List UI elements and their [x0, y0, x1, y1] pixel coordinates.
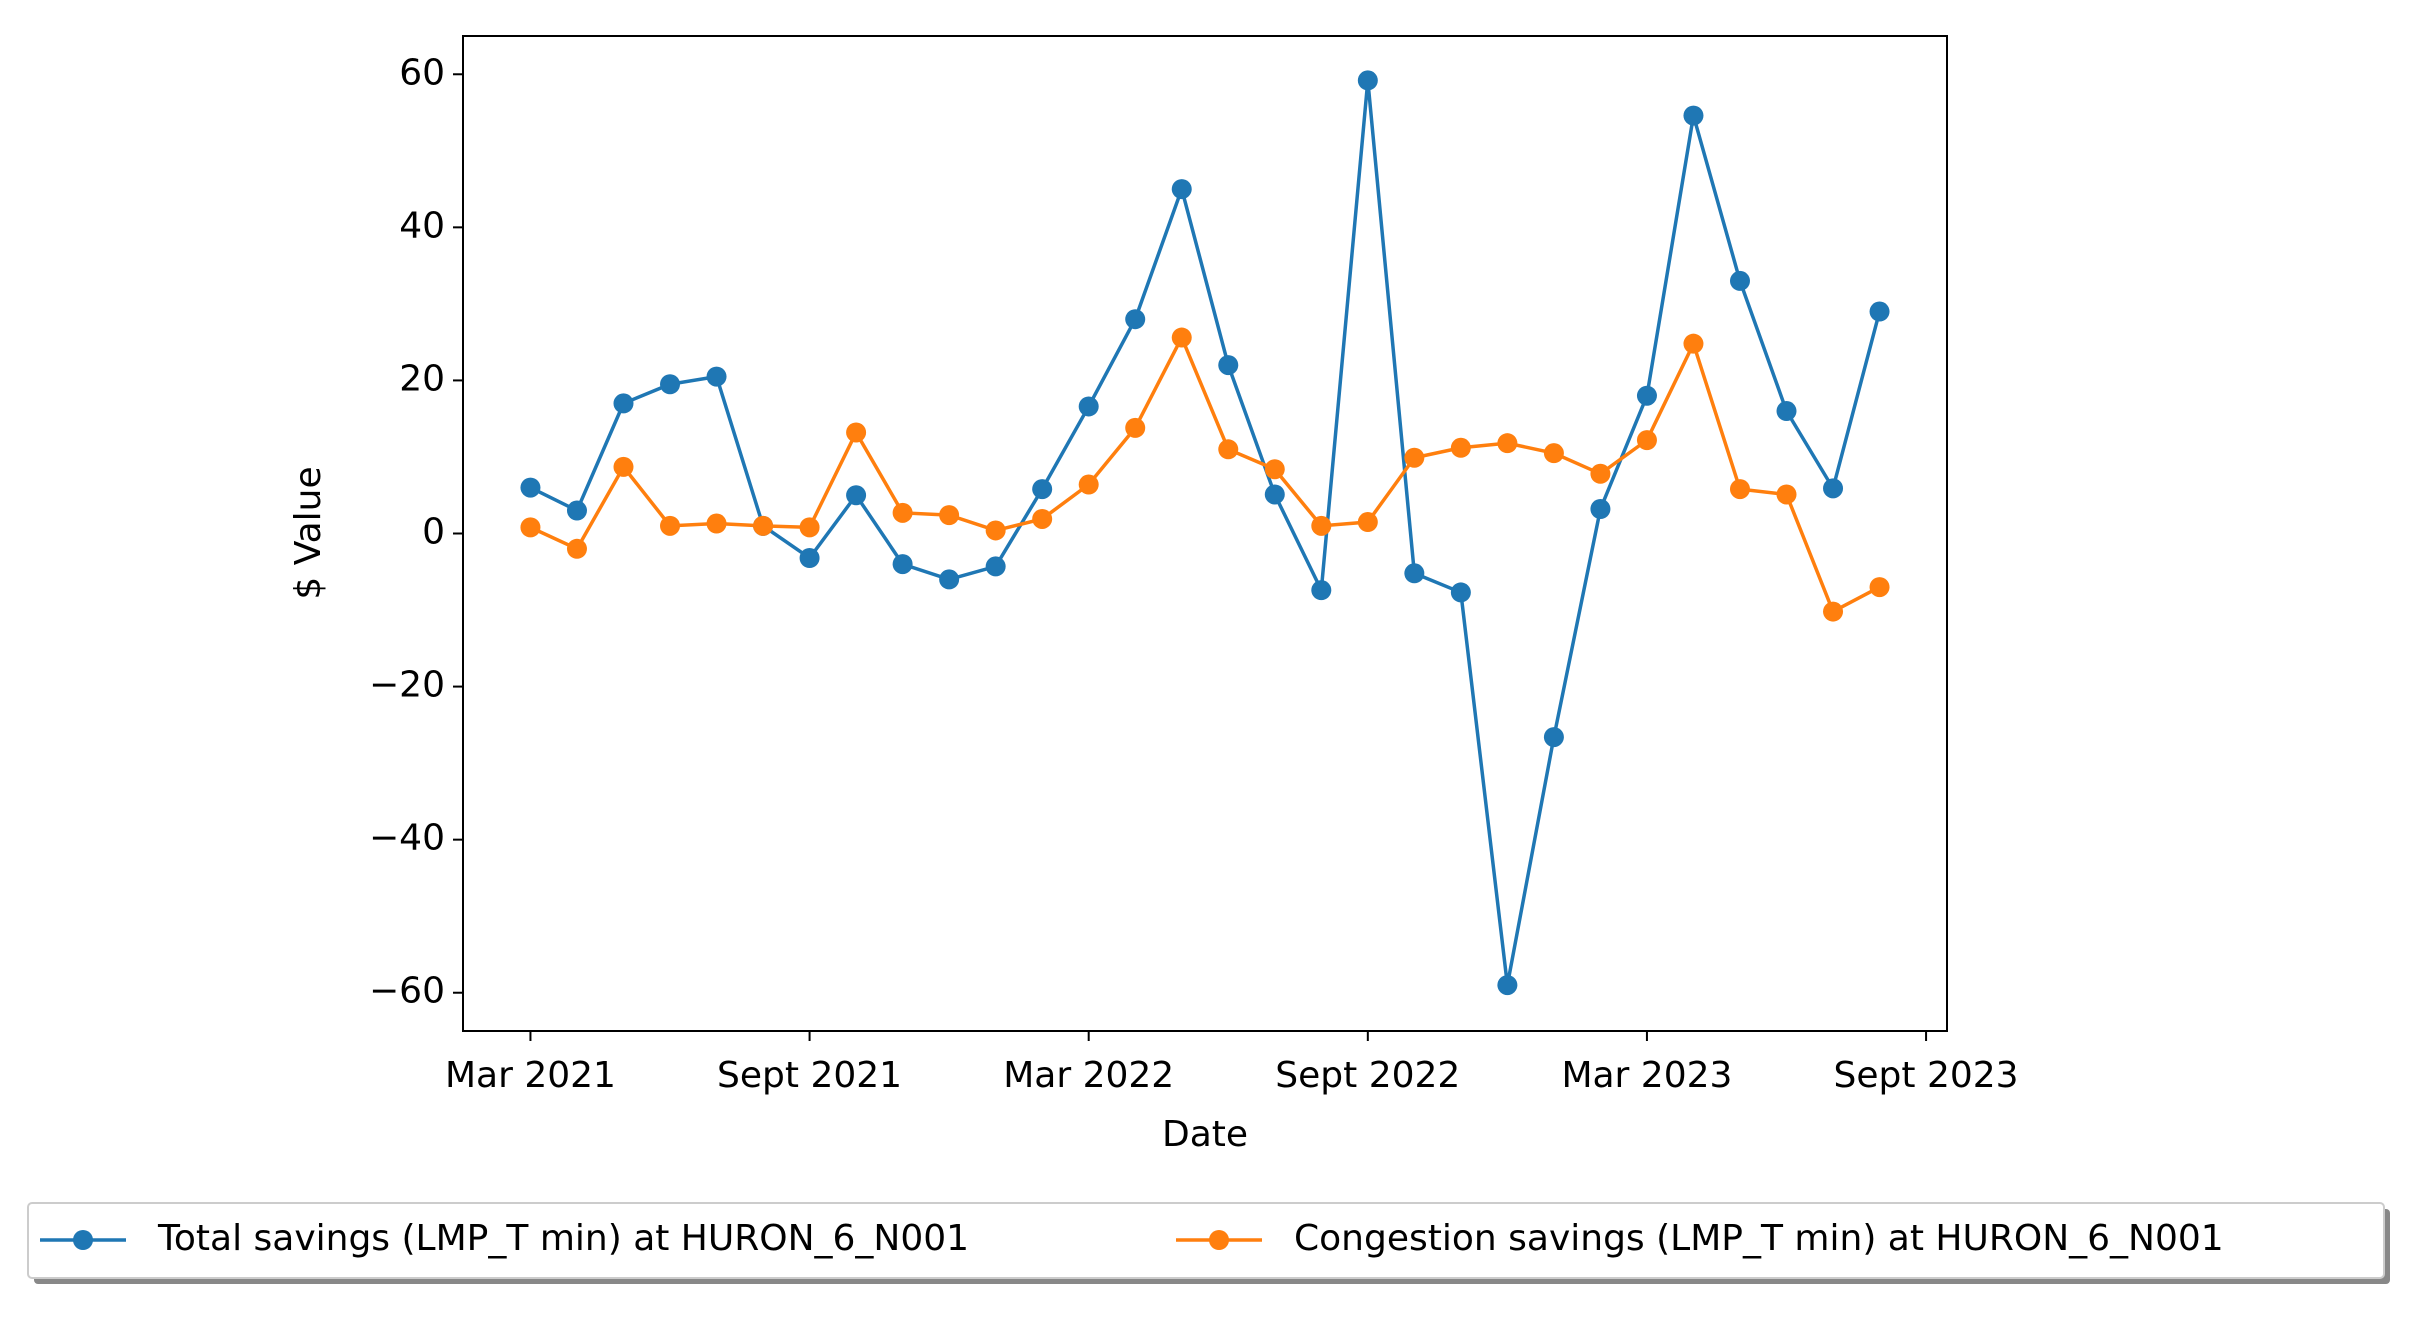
data-point: [1590, 463, 1611, 484]
data-point: [846, 485, 867, 506]
data-point: [892, 554, 913, 575]
x-tick-label: Mar 2021: [445, 1055, 616, 1096]
x-axis-label: Date: [1162, 1114, 1248, 1155]
data-point: [1125, 417, 1146, 438]
data-point: [1729, 270, 1750, 291]
data-point: [660, 515, 681, 536]
data-point: [706, 513, 727, 534]
data-point: [1729, 479, 1750, 500]
data-point: [1776, 401, 1797, 422]
data-point: [520, 517, 541, 538]
data-point: [1032, 479, 1053, 500]
data-point: [1311, 515, 1332, 536]
data-point: [1497, 975, 1518, 996]
x-tick-label: Mar 2023: [1561, 1055, 1732, 1096]
data-point: [1636, 385, 1657, 406]
data-point: [1264, 484, 1285, 505]
data-point: [892, 502, 913, 523]
data-point: [566, 538, 587, 559]
data-point: [1357, 512, 1378, 533]
data-point: [660, 374, 681, 395]
data-point: [1683, 333, 1704, 354]
y-tick-label: 40: [399, 205, 445, 246]
legend: Total savings (LMP_T min) at HURON_6_N00…: [27, 1202, 2390, 1284]
y-tick-label: −60: [369, 971, 445, 1012]
data-point: [1869, 301, 1890, 322]
data-point: [1171, 179, 1192, 200]
x-tick-label: Sept 2021: [717, 1055, 902, 1096]
y-axis-label: $ Value: [288, 466, 329, 599]
data-point: [1357, 70, 1378, 91]
legend-label: Total savings (LMP_T min) at HURON_6_N00…: [157, 1218, 969, 1259]
data-point: [1125, 309, 1146, 330]
data-point: [1311, 580, 1332, 601]
data-point: [753, 515, 774, 536]
x-tick-label: Mar 2022: [1003, 1055, 1174, 1096]
data-point: [1171, 327, 1192, 348]
data-point: [1264, 459, 1285, 480]
data-point: [1869, 577, 1890, 598]
data-point: [1543, 727, 1564, 748]
data-point: [799, 517, 820, 538]
data-point: [1590, 499, 1611, 520]
data-point: [1776, 484, 1797, 505]
plot-area: [462, 35, 1948, 1032]
y-tick-label: 20: [399, 358, 445, 399]
data-point: [1032, 508, 1053, 529]
data-point: [846, 422, 867, 443]
data-point: [1450, 582, 1471, 603]
y-tick-label: 0: [422, 512, 445, 553]
data-point: [939, 569, 960, 590]
data-point: [566, 500, 587, 521]
data-point: [1450, 437, 1471, 458]
y-tick-label: 60: [399, 52, 445, 93]
x-tick-label: Sept 2022: [1275, 1055, 1460, 1096]
data-point: [939, 505, 960, 526]
data-point: [613, 456, 634, 477]
data-point: [1404, 447, 1425, 468]
data-point: [985, 520, 1006, 541]
data-point: [1078, 396, 1099, 417]
data-point: [1823, 478, 1844, 499]
data-point: [613, 393, 634, 414]
series-line: [529, 80, 1882, 986]
data-point: [1683, 105, 1704, 126]
data-point: [1636, 430, 1657, 451]
data-point: [985, 556, 1006, 577]
data-point: [1543, 443, 1564, 464]
y-tick-label: −40: [369, 818, 445, 859]
data-point: [799, 547, 820, 568]
legend-marker: [73, 1230, 93, 1250]
data-point: [1218, 439, 1239, 460]
y-tick-label: −20: [369, 665, 445, 706]
data-point: [1823, 601, 1844, 622]
data-point: [706, 366, 727, 387]
data-point: [1404, 563, 1425, 584]
x-tick-label: Sept 2023: [1834, 1055, 2019, 1096]
legend-marker: [1209, 1230, 1229, 1250]
data-point: [1218, 355, 1239, 376]
data-point: [1078, 474, 1099, 495]
data-point: [1497, 433, 1518, 454]
series-line: [529, 333, 1881, 615]
legend-label: Congestion savings (LMP_T min) at HURON_…: [1294, 1218, 2224, 1259]
data-point: [520, 477, 541, 498]
